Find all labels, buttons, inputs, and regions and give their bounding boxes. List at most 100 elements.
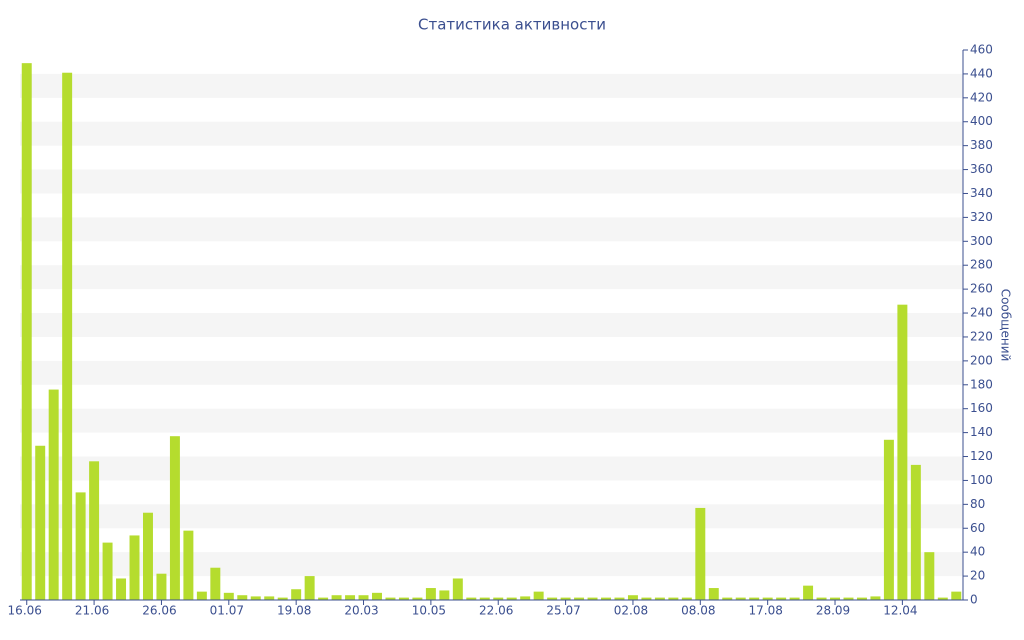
x-tick-label: 08.08: [681, 604, 715, 618]
y-tick-label: 80: [970, 497, 985, 511]
bar: [803, 585, 814, 600]
bar: [722, 597, 733, 600]
bar: [493, 597, 504, 600]
x-tick-label: 22.06: [479, 604, 513, 618]
bar: [830, 597, 841, 600]
bar: [641, 597, 652, 600]
chart-title: Статистика активности: [418, 16, 606, 34]
grid-band: [20, 217, 963, 242]
bar: [587, 597, 598, 600]
x-tick-label: 28.09: [816, 604, 850, 618]
bar: [654, 597, 665, 600]
bar: [695, 507, 706, 600]
y-tick-label: 320: [970, 210, 993, 224]
bar: [277, 597, 288, 600]
bar: [762, 597, 773, 600]
y-tick-label: 140: [970, 425, 993, 439]
bar: [668, 597, 679, 600]
bar: [601, 597, 611, 600]
bar: [506, 597, 517, 600]
bar: [398, 597, 409, 600]
bar: [372, 592, 382, 600]
bar: [210, 567, 221, 600]
grid-band: [20, 408, 963, 433]
bar: [291, 589, 302, 600]
bar: [412, 597, 423, 600]
bar: [627, 595, 638, 600]
y-tick-label: 120: [970, 449, 993, 463]
y-tick-label: 260: [970, 282, 993, 296]
bar: [681, 597, 692, 600]
bar: [533, 591, 544, 600]
bar: [816, 597, 827, 600]
bar: [345, 595, 356, 600]
y-axis-label: Сообщений: [999, 289, 1013, 362]
y-tick-label: 380: [970, 138, 993, 152]
x-tick-label: 20.03: [344, 604, 378, 618]
y-tick-label: 100: [970, 473, 993, 487]
y-tick-label: 340: [970, 186, 993, 200]
y-tick-label: 220: [970, 329, 993, 343]
bar: [116, 578, 127, 600]
x-tick-label: 25.07: [546, 604, 580, 618]
bar: [156, 573, 167, 600]
bar: [102, 542, 113, 600]
y-tick-label: 360: [970, 162, 993, 176]
x-tick-label: 01.07: [210, 604, 244, 618]
bar: [910, 464, 921, 600]
bar: [21, 63, 32, 601]
bar: [574, 597, 585, 600]
bar: [614, 597, 625, 600]
bar: [237, 595, 248, 600]
y-tick-label: 440: [970, 66, 993, 80]
bar: [196, 591, 207, 600]
x-tick-label: 16.06: [8, 604, 42, 618]
bar: [318, 597, 329, 600]
grid-band: [20, 265, 963, 290]
bar: [708, 588, 719, 600]
y-tick-label: 300: [970, 234, 993, 248]
x-tick-label: 17.08: [748, 604, 782, 618]
bar: [425, 588, 436, 600]
bar: [62, 72, 73, 600]
bar: [129, 535, 140, 600]
y-tick-label: 280: [970, 258, 993, 272]
bar: [937, 597, 948, 600]
y-tick-label: 200: [970, 353, 993, 367]
bar: [843, 597, 854, 600]
y-tick-label: 400: [970, 114, 993, 128]
bar: [250, 596, 261, 600]
x-tick-label: 12.04: [883, 604, 917, 618]
bar: [789, 597, 800, 600]
bar: [452, 578, 463, 600]
y-tick-label: 160: [970, 401, 993, 415]
grid-band: [20, 169, 963, 194]
bar: [358, 595, 369, 600]
bar: [385, 597, 396, 600]
x-tick-label: 10.05: [412, 604, 446, 618]
bar: [304, 576, 315, 600]
y-tick-label: 420: [970, 90, 993, 104]
grid-band: [20, 360, 963, 385]
bar: [439, 590, 450, 600]
bar: [870, 596, 881, 600]
y-tick-label: 40: [970, 545, 985, 559]
bar: [466, 597, 477, 600]
bar: [223, 592, 234, 600]
x-tick-label: 19.08: [277, 604, 311, 618]
x-tick-label: 26.06: [142, 604, 176, 618]
bar: [856, 597, 867, 600]
bar: [897, 304, 908, 600]
bar: [89, 461, 100, 600]
bar: [48, 389, 59, 600]
grid-band: [20, 504, 963, 529]
y-tick-label: 240: [970, 306, 993, 320]
y-tick-label: 460: [970, 43, 993, 57]
grid-band: [20, 456, 963, 481]
bar: [883, 439, 894, 600]
bar: [735, 597, 746, 600]
bar: [169, 436, 180, 600]
bar: [264, 596, 275, 600]
x-tick-label: 21.06: [75, 604, 109, 618]
